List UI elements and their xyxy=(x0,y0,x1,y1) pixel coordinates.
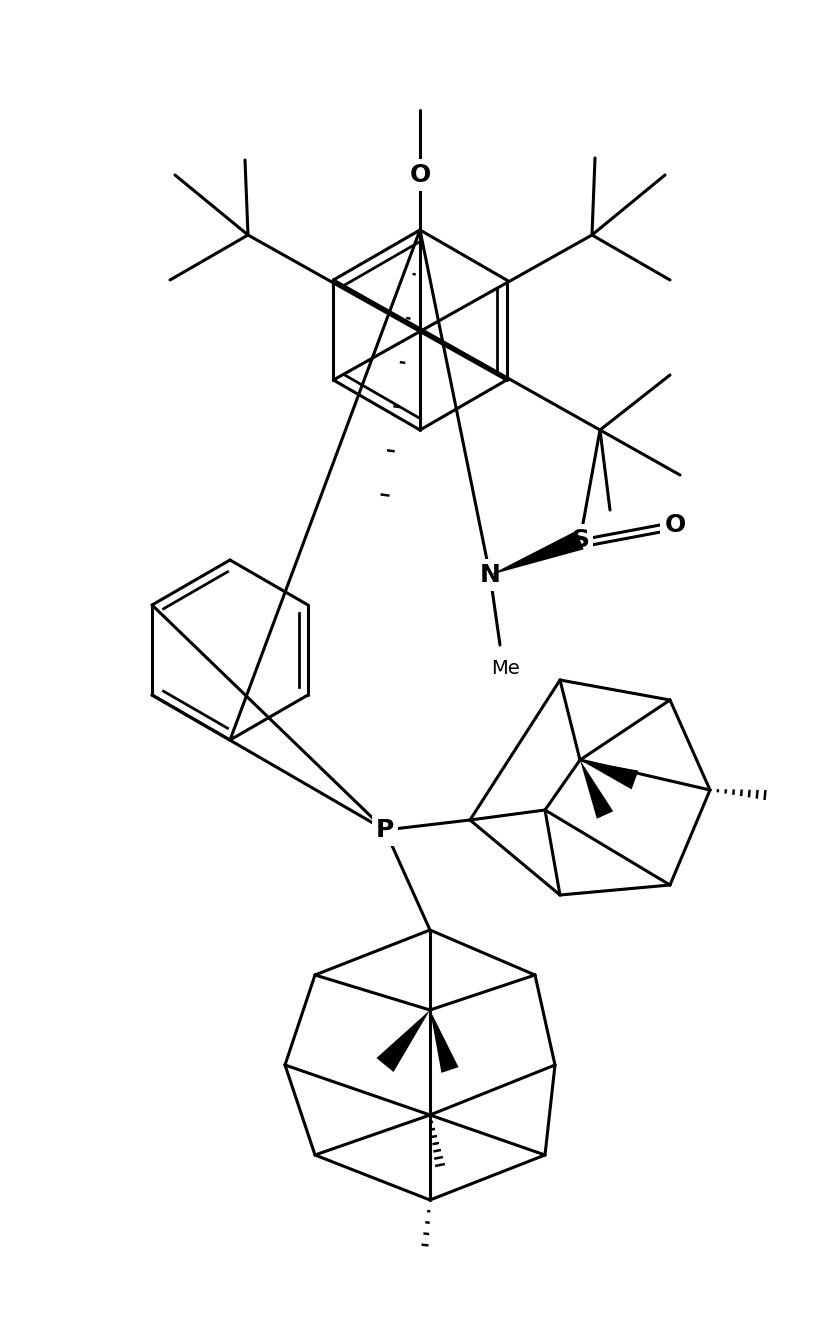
Text: S: S xyxy=(571,528,589,552)
Polygon shape xyxy=(490,530,584,575)
Polygon shape xyxy=(580,760,638,789)
Text: Me: Me xyxy=(491,659,519,678)
Text: O: O xyxy=(409,163,431,187)
Text: N: N xyxy=(480,564,501,587)
Polygon shape xyxy=(430,1010,459,1073)
Text: P: P xyxy=(375,818,394,842)
Polygon shape xyxy=(376,1010,430,1071)
Polygon shape xyxy=(580,760,613,818)
Text: O: O xyxy=(664,513,685,537)
